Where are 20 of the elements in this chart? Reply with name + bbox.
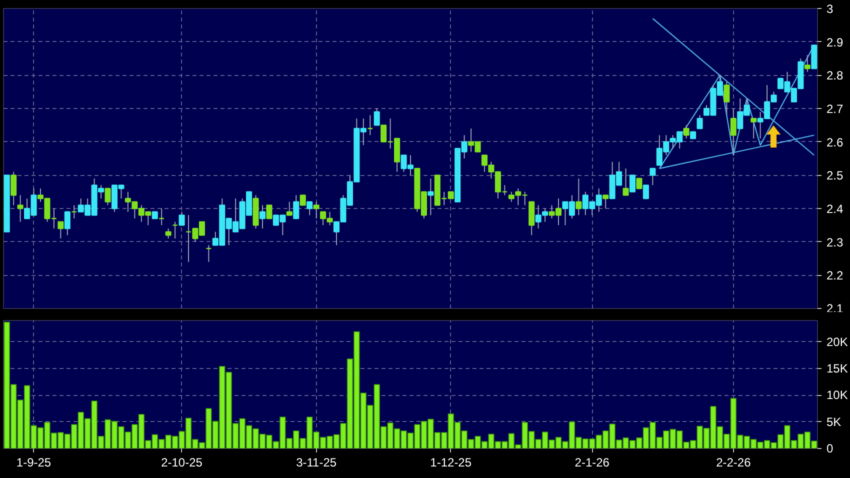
y-tick-label: 0 [826,442,834,456]
x-tick-label: 2-2-26 [716,456,752,470]
y-tick-label: 2.6 [826,135,844,150]
y-tick-label: 2.4 [826,202,844,216]
y-tick-label: 3 [826,2,834,16]
x-tick-label: 2-1-26 [574,456,610,470]
y-tick-label: 2.5 [826,168,844,183]
y-tick-label: 10K [826,388,848,402]
y-tick-label: 2.2 [826,268,844,283]
y-tick-label: 2.9 [826,35,844,50]
y-tick-label: 2.3 [826,235,844,250]
x-tick-label: 1-12-25 [430,456,472,470]
x-tick-label: 2-10-25 [161,456,203,470]
x-tick-label: 3-11-25 [296,456,337,470]
y-tick-label: 15K [826,362,848,376]
y-tick-label: 2.8 [826,68,844,83]
y-tick-label: 2.7 [826,102,844,116]
x-tick-label: 1-9-25 [16,456,52,470]
y-tick-label: 20K [826,334,848,349]
y-tick-label: 5K [826,414,842,429]
